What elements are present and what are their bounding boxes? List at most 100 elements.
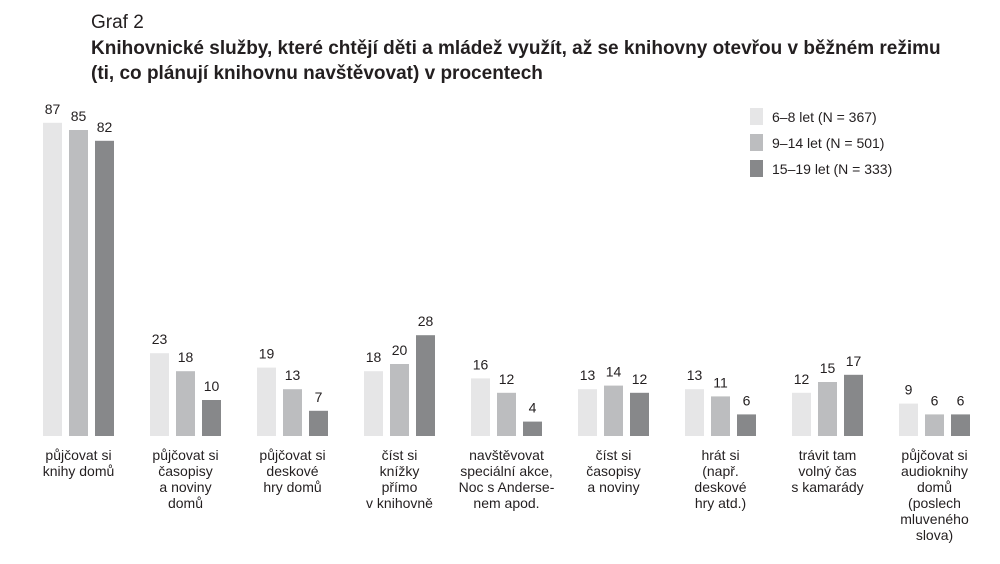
category-label-8: trávit tam volný čas s kamarády: [791, 447, 863, 495]
category-label-2: půjčovat si časopisy a noviny domů: [152, 447, 218, 511]
value-label-3-2: 13: [285, 367, 301, 383]
category-label-line: audioknihy: [901, 463, 968, 479]
category-label-line: číst si: [596, 447, 632, 463]
bar-4-series-2: [390, 364, 409, 436]
bar-6-series-3: [630, 392, 649, 436]
category-label-line: hrát si: [701, 447, 739, 463]
category-label-line: časopisy: [586, 463, 640, 479]
category-label-line: hry atd.): [695, 495, 746, 511]
bar-7-series-3: [737, 414, 756, 436]
category-label-line: (např.: [702, 463, 739, 479]
category-label-line: číst si: [382, 447, 418, 463]
category-label-line: půjčovat si: [901, 447, 967, 463]
bar-4-series-1: [364, 371, 383, 436]
category-label-line: nem apod.: [473, 495, 539, 511]
value-label-1-3: 82: [97, 119, 113, 135]
value-label-3-3: 7: [315, 389, 323, 405]
category-label-line: přímo: [382, 479, 418, 495]
category-label-line: časopisy: [158, 463, 212, 479]
category-label-line: půjčovat si: [259, 447, 325, 463]
value-label-4-3: 28: [418, 313, 434, 329]
bars-group: [43, 122, 970, 437]
value-label-4-2: 20: [392, 342, 408, 358]
category-label-line: půjčovat si: [45, 447, 111, 463]
category-label-line: trávit tam: [799, 447, 857, 463]
category-label-line: s kamarády: [791, 479, 863, 495]
category-label-line: a noviny: [587, 479, 639, 495]
bar-3-series-1: [257, 367, 276, 436]
bar-7-series-2: [711, 396, 730, 436]
bar-4-series-3: [416, 335, 435, 436]
category-label-line: deskové: [266, 463, 318, 479]
bar-9-series-2: [925, 414, 944, 436]
bar-7-series-1: [685, 389, 704, 436]
bar-1-series-2: [69, 130, 88, 436]
bar-2-series-3: [202, 400, 221, 436]
legend-swatch-3: [750, 160, 763, 177]
value-label-8-2: 15: [820, 360, 836, 376]
category-label-4: číst si knížky přímo v knihovně: [366, 447, 433, 511]
value-label-8-3: 17: [846, 353, 862, 369]
legend-label-3: 15–19 let (N = 333): [772, 161, 892, 177]
category-label-9: půjčovat si audioknihy domů (poslech mluvené…: [900, 447, 969, 543]
category-label-line: volný čas: [798, 463, 856, 479]
bar-1-series-1: [43, 122, 62, 437]
value-label-6-3: 12: [632, 371, 648, 387]
legend-label-1: 6–8 let (N = 367): [772, 109, 877, 125]
bar-8-series-1: [792, 392, 811, 436]
category-label-line: (poslech: [908, 495, 961, 511]
value-label-4-1: 18: [366, 349, 382, 365]
category-label-line: půjčovat si: [152, 447, 218, 463]
category-label-line: knihy domů: [43, 463, 115, 479]
value-label-3-1: 19: [259, 346, 275, 362]
category-label-line: mluveného: [900, 511, 969, 527]
bar-9-series-1: [899, 403, 918, 436]
value-label-6-1: 13: [580, 367, 596, 383]
legend-swatch-2: [750, 134, 763, 151]
value-label-7-3: 6: [743, 392, 751, 408]
category-label-1: půjčovat si knihy domů: [43, 447, 115, 479]
value-label-5-3: 4: [529, 400, 537, 416]
value-label-8-1: 12: [794, 371, 810, 387]
legend-label-2: 9–14 let (N = 501): [772, 135, 884, 151]
bar-5-series-2: [497, 392, 516, 436]
category-label-line: navštěvovat: [469, 447, 544, 463]
chart-label: Graf 2: [91, 12, 144, 33]
category-label-7: hrát si (např. deskové hry atd.): [694, 447, 746, 511]
bar-2-series-1: [150, 353, 169, 436]
value-label-1-1: 87: [45, 101, 61, 117]
category-label-line: hry domů: [263, 479, 321, 495]
value-label-9-2: 6: [931, 392, 939, 408]
bar-3-series-2: [283, 389, 302, 436]
category-label-line: domů: [917, 479, 952, 495]
category-label-3: půjčovat si deskové hry domů: [259, 447, 325, 495]
bar-1-series-3: [95, 140, 114, 437]
category-label-line: a noviny: [159, 479, 211, 495]
category-label-line: knížky: [380, 463, 420, 479]
category-label-5: navštěvovat speciální akce, Noc s Anderse-…: [459, 447, 555, 511]
value-label-9-3: 6: [957, 392, 965, 408]
bar-9-series-3: [951, 414, 970, 436]
category-label-6: číst si časopisy a noviny: [586, 447, 640, 495]
value-label-5-2: 12: [499, 371, 515, 387]
bar-6-series-2: [604, 385, 623, 436]
legend: 6–8 let (N = 367) 9–14 let (N = 501) 15–19…: [750, 108, 892, 177]
category-label-line: deskové: [694, 479, 746, 495]
bar-5-series-1: [471, 378, 490, 436]
category-label-line: v knihovně: [366, 495, 433, 511]
bar-8-series-3: [844, 374, 863, 436]
legend-swatch-1: [750, 108, 763, 125]
value-label-1-2: 85: [71, 108, 87, 124]
value-label-6-2: 14: [606, 364, 622, 380]
bar-5-series-3: [523, 421, 542, 436]
chart-title: Knihovnické služby, které chtějí děti a …: [91, 38, 941, 84]
category-label-line: slova): [916, 527, 953, 543]
bar-3-series-3: [309, 410, 328, 436]
value-label-2-1: 23: [152, 331, 168, 347]
value-label-2-2: 18: [178, 349, 194, 365]
bar-2-series-2: [176, 371, 195, 436]
value-label-9-1: 9: [905, 382, 913, 398]
value-labels-group: 87 85 82 23 18 10 19 13 7 18 20 28 16 12 4 13 14 12 13 11 6 1…: [45, 101, 965, 416]
